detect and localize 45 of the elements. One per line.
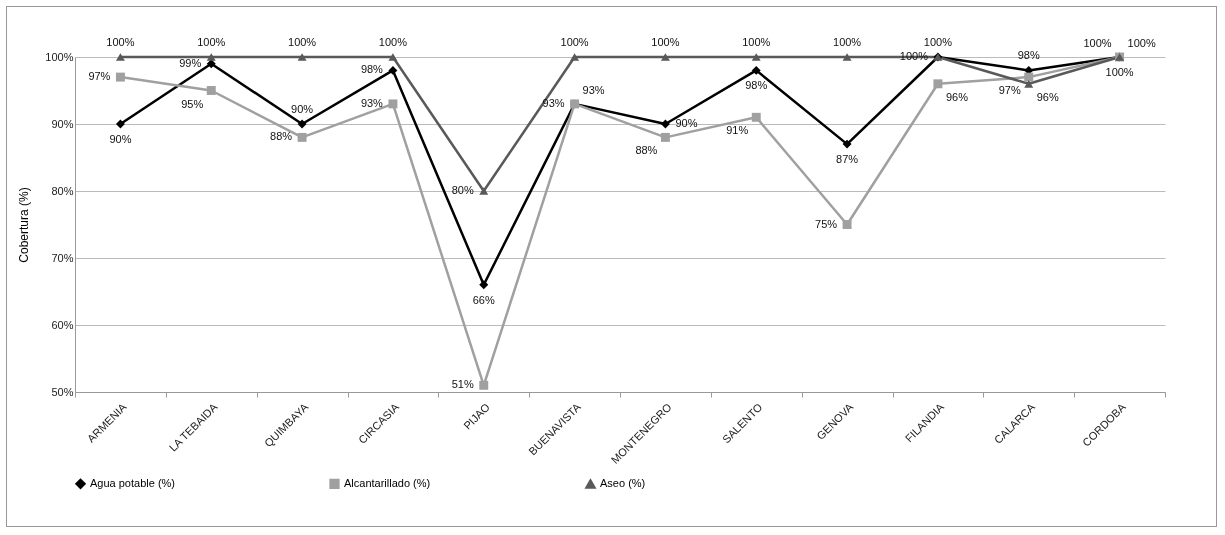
data-label: 98% (1017, 49, 1040, 62)
data-label: 100% (378, 36, 408, 48)
data-label: 100% (1127, 37, 1156, 49)
data-label: 93% (360, 96, 384, 109)
y-tick-label: 50% (51, 385, 74, 398)
y-tick-label: 90% (51, 117, 74, 130)
y-tick-label: 70% (51, 251, 74, 264)
data-label: 100% (742, 36, 771, 48)
data-label: 66% (472, 293, 495, 306)
data-label: 91% (726, 124, 749, 137)
data-label: 100% (1105, 66, 1134, 78)
data-label: 100% (288, 36, 317, 48)
data-label: 97% (998, 84, 1021, 97)
data-label: 93% (542, 96, 565, 109)
legend-label: Alcantarillado (%) (344, 476, 431, 489)
y-tick-label: 60% (51, 318, 74, 331)
data-label: 97% (88, 70, 111, 83)
data-label: 75% (815, 217, 838, 230)
data-label: 98% (360, 63, 384, 76)
data-label: 88% (635, 144, 658, 157)
data-label: 87% (836, 153, 859, 166)
data-label: 93% (582, 83, 605, 96)
data-label: 96% (945, 90, 969, 103)
data-label: 100% (651, 36, 680, 48)
data-label: 88% (270, 130, 293, 143)
data-label: 80% (451, 184, 474, 196)
y-axis-title: Cobertura (%) (17, 187, 32, 263)
y-tick-label: 80% (51, 184, 74, 197)
data-label: 51% (451, 378, 474, 391)
legend-label: Aseo (%) (600, 477, 646, 490)
data-label: 100% (106, 36, 135, 48)
legend-label: Agua potable (%) (90, 476, 175, 489)
data-label: 100% (833, 36, 862, 48)
y-tick-label: 100% (45, 50, 74, 63)
data-label: 100% (923, 36, 953, 48)
data-label: 100% (197, 36, 226, 48)
data-label: 100% (1083, 37, 1112, 49)
data-label: 95% (181, 97, 204, 110)
data-label: 90% (291, 103, 314, 115)
data-label: 98% (745, 79, 768, 92)
data-label: 99% (179, 56, 202, 69)
data-label: 90% (109, 133, 132, 145)
data-label: 96% (1036, 90, 1059, 103)
data-label: 100% (560, 36, 589, 48)
data-label: 90% (675, 117, 698, 129)
